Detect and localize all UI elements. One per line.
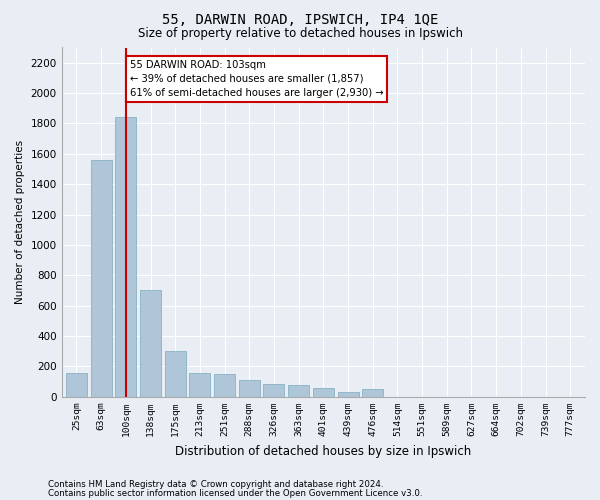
X-axis label: Distribution of detached houses by size in Ipswich: Distribution of detached houses by size … bbox=[175, 444, 472, 458]
Text: Size of property relative to detached houses in Ipswich: Size of property relative to detached ho… bbox=[137, 28, 463, 40]
Text: Contains public sector information licensed under the Open Government Licence v3: Contains public sector information licen… bbox=[48, 488, 422, 498]
Bar bbox=[190, 372, 211, 397]
Text: 55, DARWIN ROAD, IPSWICH, IP4 1QE: 55, DARWIN ROAD, IPSWICH, IP4 1QE bbox=[162, 12, 438, 26]
Bar bbox=[214, 374, 235, 397]
Bar bbox=[66, 374, 87, 397]
Bar bbox=[140, 290, 161, 397]
Bar bbox=[338, 392, 359, 397]
Bar bbox=[91, 160, 112, 397]
Y-axis label: Number of detached properties: Number of detached properties bbox=[15, 140, 25, 304]
Bar bbox=[115, 118, 136, 397]
Bar bbox=[263, 384, 284, 397]
Bar bbox=[362, 389, 383, 397]
Text: Contains HM Land Registry data © Crown copyright and database right 2024.: Contains HM Land Registry data © Crown c… bbox=[48, 480, 383, 489]
Bar bbox=[288, 386, 309, 397]
Text: 55 DARWIN ROAD: 103sqm
← 39% of detached houses are smaller (1,857)
61% of semi-: 55 DARWIN ROAD: 103sqm ← 39% of detached… bbox=[130, 60, 383, 98]
Bar bbox=[313, 388, 334, 397]
Bar bbox=[239, 380, 260, 397]
Bar bbox=[165, 351, 186, 397]
